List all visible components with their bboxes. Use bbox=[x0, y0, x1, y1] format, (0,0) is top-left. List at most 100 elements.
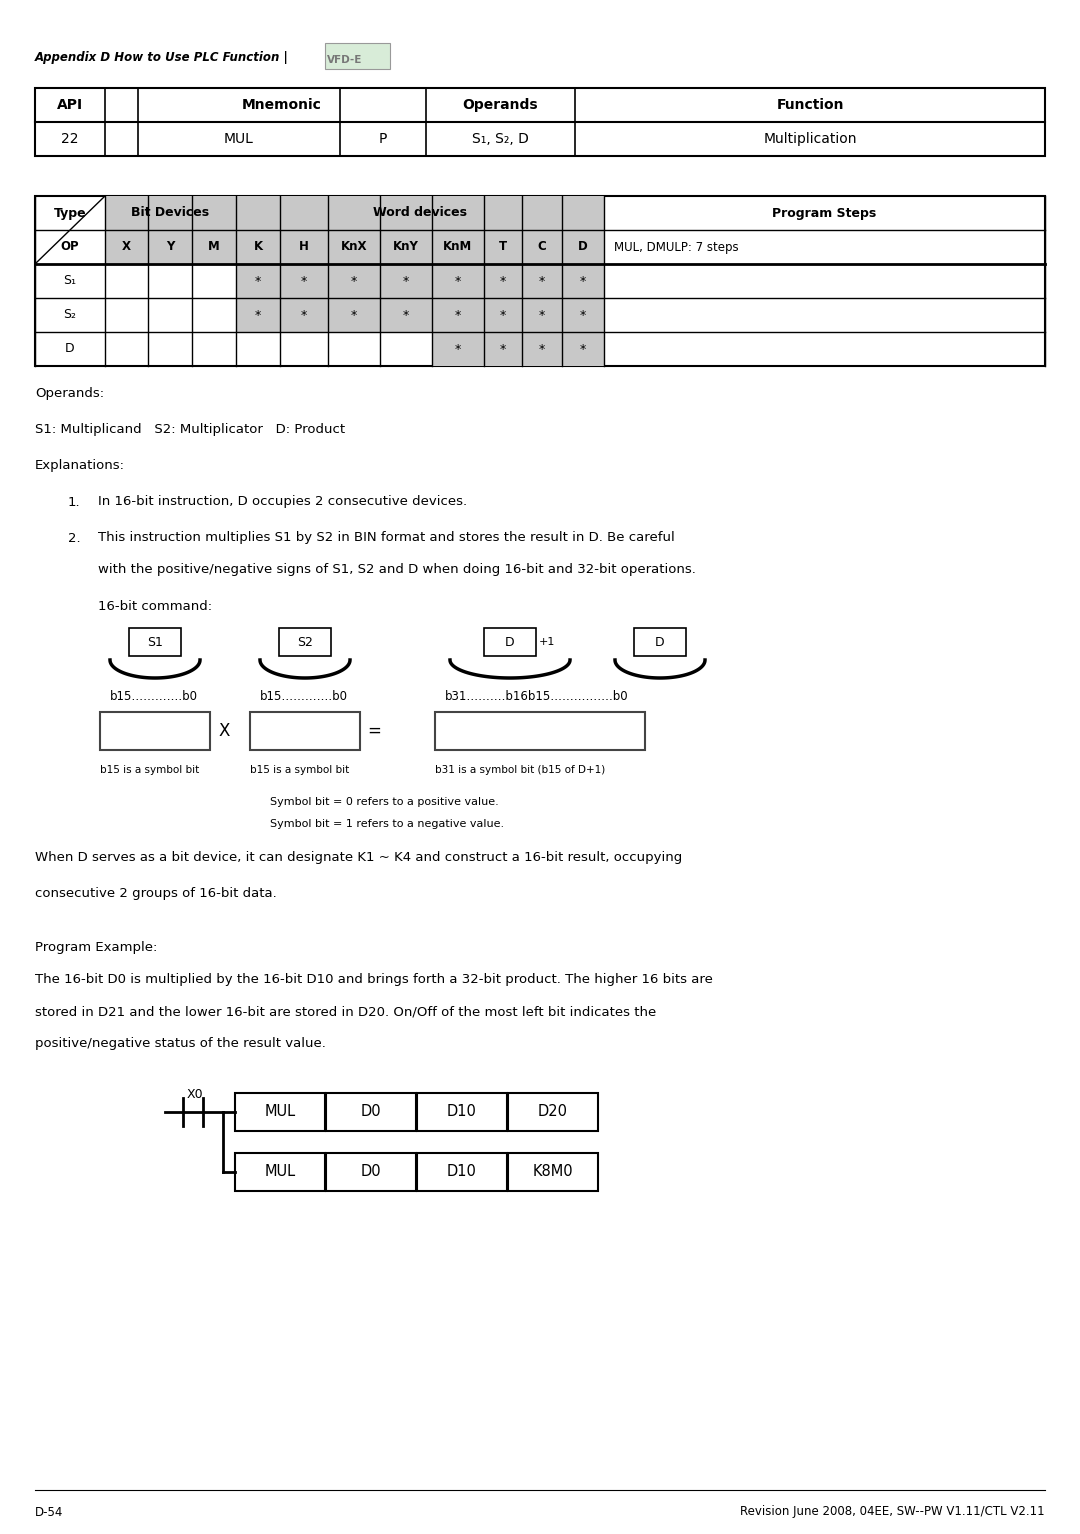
Text: *: * bbox=[403, 275, 409, 287]
Text: K8M0: K8M0 bbox=[532, 1164, 573, 1180]
Bar bbox=[129, 627, 181, 657]
Text: Bit Devices: Bit Devices bbox=[131, 207, 210, 219]
Text: Symbol bit = 1 refers to a negative value.: Symbol bit = 1 refers to a negative valu… bbox=[270, 819, 504, 828]
Text: D10: D10 bbox=[447, 1164, 477, 1180]
Bar bbox=[522, 298, 562, 331]
Text: *: * bbox=[403, 308, 409, 322]
Bar bbox=[435, 712, 645, 750]
Text: 1.: 1. bbox=[68, 495, 81, 508]
Text: *: * bbox=[500, 342, 507, 356]
Text: API: API bbox=[57, 98, 83, 112]
Text: KnX: KnX bbox=[341, 241, 367, 253]
Text: H: H bbox=[299, 241, 309, 253]
Bar bbox=[432, 298, 484, 331]
Bar bbox=[484, 264, 522, 298]
Text: D: D bbox=[505, 635, 515, 649]
Text: *: * bbox=[500, 308, 507, 322]
Text: P: P bbox=[379, 132, 388, 146]
Bar bbox=[35, 196, 1045, 367]
Text: 16-bit command:: 16-bit command: bbox=[98, 600, 212, 612]
Text: X: X bbox=[121, 241, 131, 253]
Text: =: = bbox=[367, 723, 381, 739]
Text: *: * bbox=[539, 342, 545, 356]
Bar bbox=[279, 627, 330, 657]
Text: X0: X0 bbox=[187, 1088, 204, 1100]
Text: Word devices: Word devices bbox=[373, 207, 467, 219]
Bar bbox=[508, 1154, 598, 1190]
Text: Symbol bit = 0 refers to a positive value.: Symbol bit = 0 refers to a positive valu… bbox=[270, 798, 499, 807]
Text: K: K bbox=[254, 241, 262, 253]
Text: b15………….b0: b15………….b0 bbox=[260, 689, 348, 703]
Bar bbox=[328, 298, 380, 331]
Text: In 16-bit instruction, D occupies 2 consecutive devices.: In 16-bit instruction, D occupies 2 cons… bbox=[98, 495, 468, 508]
Text: D: D bbox=[656, 635, 665, 649]
Text: b31……….b16b15…………….b0: b31……….b16b15…………….b0 bbox=[445, 689, 629, 703]
Text: stored in D21 and the lower 16-bit are stored in D20. On/Off of the most left bi: stored in D21 and the lower 16-bit are s… bbox=[35, 1005, 657, 1019]
Text: *: * bbox=[455, 275, 461, 287]
Bar bbox=[326, 1094, 416, 1131]
Text: MUL, DMULP: 7 steps: MUL, DMULP: 7 steps bbox=[615, 241, 739, 253]
Bar bbox=[105, 230, 237, 264]
Text: Operands: Operands bbox=[462, 98, 538, 112]
Text: Y: Y bbox=[166, 241, 174, 253]
Bar bbox=[522, 331, 562, 367]
Text: *: * bbox=[301, 275, 307, 287]
Text: *: * bbox=[351, 275, 357, 287]
Text: S₁, S₂, D: S₁, S₂, D bbox=[472, 132, 528, 146]
Bar bbox=[35, 87, 1045, 156]
Bar bbox=[280, 298, 328, 331]
Bar bbox=[235, 1094, 325, 1131]
Bar bbox=[432, 264, 484, 298]
Text: *: * bbox=[580, 342, 586, 356]
Text: *: * bbox=[539, 275, 545, 287]
Text: T: T bbox=[499, 241, 508, 253]
Bar bbox=[634, 627, 686, 657]
Text: Multiplication: Multiplication bbox=[764, 132, 856, 146]
Text: Type: Type bbox=[54, 207, 86, 219]
Text: S1: Multiplicand   S2: Multiplicator   D: Product: S1: Multiplicand S2: Multiplicator D: Pr… bbox=[35, 423, 346, 437]
Text: b15 is a symbol bit: b15 is a symbol bit bbox=[100, 765, 199, 775]
Bar bbox=[237, 298, 280, 331]
Bar bbox=[562, 264, 604, 298]
Text: S2: S2 bbox=[297, 635, 313, 649]
Text: M: M bbox=[208, 241, 220, 253]
Text: b15 is a symbol bit: b15 is a symbol bit bbox=[249, 765, 349, 775]
Bar bbox=[328, 264, 380, 298]
Bar bbox=[237, 264, 280, 298]
Bar bbox=[280, 264, 328, 298]
Text: positive/negative status of the result value.: positive/negative status of the result v… bbox=[35, 1037, 326, 1051]
Text: D10: D10 bbox=[447, 1104, 477, 1120]
Text: Program Example:: Program Example: bbox=[35, 942, 158, 954]
Text: S1: S1 bbox=[147, 635, 163, 649]
Bar bbox=[237, 230, 604, 264]
Text: D-54: D-54 bbox=[35, 1505, 64, 1519]
Text: *: * bbox=[455, 308, 461, 322]
Bar bbox=[508, 1094, 598, 1131]
Text: S₂: S₂ bbox=[64, 308, 77, 322]
Text: D20: D20 bbox=[538, 1104, 568, 1120]
Text: b31 is a symbol bit (b15 of D+1): b31 is a symbol bit (b15 of D+1) bbox=[435, 765, 605, 775]
Text: MUL: MUL bbox=[265, 1164, 296, 1180]
Bar bbox=[237, 196, 604, 230]
Bar bbox=[105, 196, 237, 230]
Text: +1: +1 bbox=[539, 637, 555, 647]
Text: C: C bbox=[538, 241, 546, 253]
Text: MUL: MUL bbox=[224, 132, 254, 146]
Bar bbox=[417, 1094, 507, 1131]
Text: *: * bbox=[455, 342, 461, 356]
Text: Program Steps: Program Steps bbox=[772, 207, 876, 219]
Bar bbox=[484, 627, 536, 657]
Text: *: * bbox=[539, 308, 545, 322]
Text: Revision June 2008, 04EE, SW--PW V1.11/CTL V2.11: Revision June 2008, 04EE, SW--PW V1.11/C… bbox=[741, 1505, 1045, 1519]
Text: Mnemonic: Mnemonic bbox=[242, 98, 322, 112]
Text: When D serves as a bit device, it can designate K1 ~ K4 and construct a 16-bit r: When D serves as a bit device, it can de… bbox=[35, 850, 683, 864]
Bar bbox=[484, 298, 522, 331]
Text: This instruction multiplies S1 by S2 in BIN format and stores the result in D. B: This instruction multiplies S1 by S2 in … bbox=[98, 531, 675, 545]
Bar bbox=[417, 1154, 507, 1190]
Bar bbox=[562, 298, 604, 331]
Text: consecutive 2 groups of 16-bit data.: consecutive 2 groups of 16-bit data. bbox=[35, 887, 276, 899]
Bar bbox=[325, 43, 390, 69]
Bar bbox=[249, 712, 360, 750]
Text: The 16-bit D0 is multiplied by the 16-bit D10 and brings forth a 32-bit product.: The 16-bit D0 is multiplied by the 16-bi… bbox=[35, 974, 713, 986]
Bar bbox=[484, 331, 522, 367]
